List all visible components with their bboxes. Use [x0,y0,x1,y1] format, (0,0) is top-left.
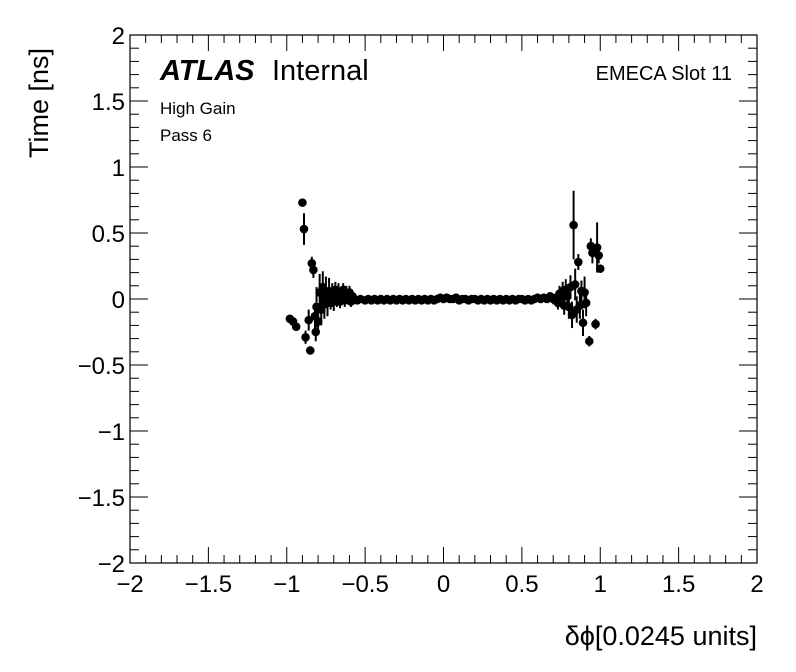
point-marker [594,251,603,260]
x-tick-label: 1 [594,571,607,598]
y-tick-label: −0.5 [78,353,125,380]
point-marker [569,220,578,230]
data-point [309,262,318,278]
y-tick-label: 1.5 [92,89,125,116]
y-tick-label: −2 [98,551,125,578]
internal-label: Internal [272,55,369,87]
plot-frame [129,34,758,564]
y-tick-label: −1 [98,419,125,446]
data-point [298,198,307,207]
data-point [594,247,603,264]
data-point [578,309,588,336]
x-tick-label: 0 [437,571,450,598]
data-point [581,289,591,317]
data-point [301,330,310,344]
data-point [595,264,605,273]
x-tick-label: −2 [116,571,143,598]
x-tick-label: −1 [273,571,300,598]
x-tick-label: −1.5 [185,571,232,598]
point-marker [592,243,602,252]
x-tick-label: 1.5 [662,571,695,598]
point-marker [305,346,315,355]
x-tick-label: 2 [750,571,763,598]
point-marker [578,318,588,328]
y-tick-label: 2 [112,23,125,50]
point-marker [570,280,580,289]
data-point [305,346,315,355]
data-point [574,254,583,270]
point-marker [580,288,589,297]
point-marker [291,322,301,332]
data-points [285,190,605,355]
y-tick-label: −1.5 [78,485,125,512]
point-marker [301,332,310,342]
data-point [299,213,309,245]
point-marker [304,315,313,325]
point-marker [309,265,318,275]
point-marker [591,319,600,329]
pass-label: Pass 6 [160,126,212,145]
y-tick-label: 0.5 [92,221,125,248]
data-point [291,322,301,332]
axis-tick-labels: −2 −1.5 −1 −0.5 0 0.5 1 1.5 2 2 1.5 1 0.5 0 −0.5 −1 −1.5… [78,23,764,598]
region-label: EMECA Slot 11 [596,63,732,85]
point-marker [574,257,583,267]
gain-label: High Gain [160,99,236,118]
atlas-label: ATLAS [159,55,255,87]
point-marker [581,298,591,308]
x-axis-title: δϕ[0.0245 units] [565,621,757,651]
data-point [591,318,600,330]
x-tick-label: 0.5 [505,571,538,598]
x-tick-label: −0.5 [341,571,388,598]
data-point [569,190,578,260]
point-marker [298,198,307,207]
y-axis-title: Time [ns] [24,48,54,158]
point-marker [595,264,605,273]
data-point [304,309,313,331]
data-point [584,335,594,347]
point-marker [584,336,594,346]
point-marker [299,224,309,234]
y-tick-label: 1 [112,155,125,182]
data-point [570,268,580,301]
y-tick-label: 0 [112,287,125,314]
